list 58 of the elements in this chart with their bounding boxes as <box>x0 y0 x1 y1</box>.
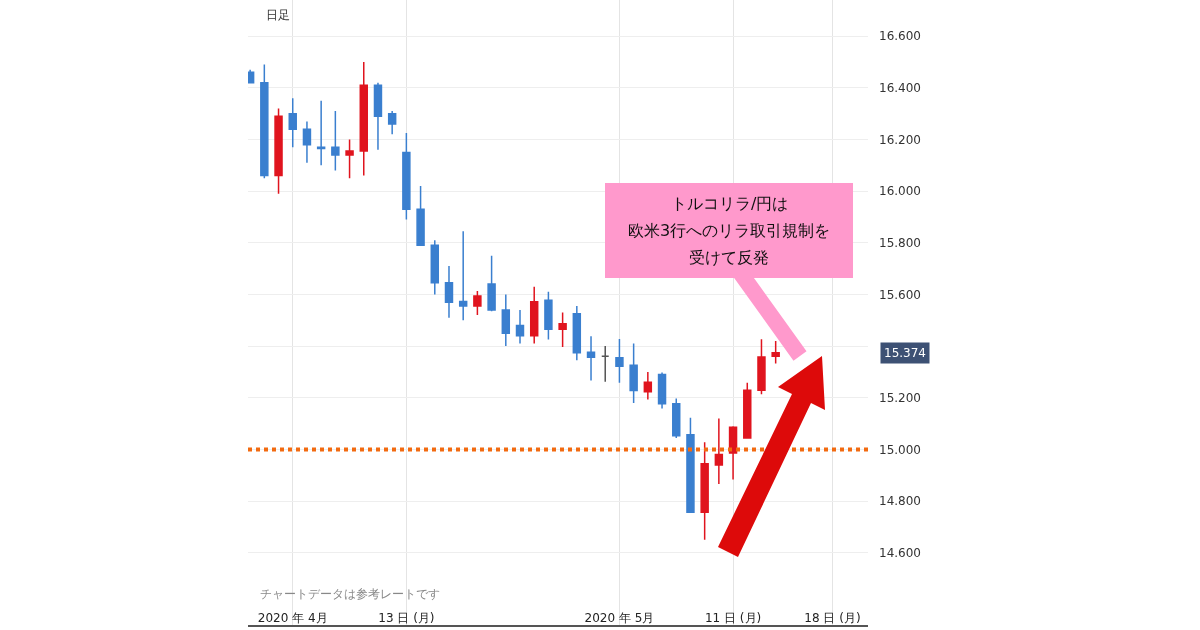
candlestick <box>672 397 681 439</box>
y-tick-label: 16.400 <box>879 81 921 96</box>
candlestick <box>714 417 724 485</box>
candlestick <box>757 338 766 396</box>
x-tick-label: 11 日 (月) <box>704 611 762 625</box>
candlestick <box>515 309 525 345</box>
candlestick <box>615 338 624 384</box>
x-tick-label: 13 日 (月) <box>378 611 435 625</box>
candlestick <box>373 81 383 151</box>
candlestick <box>743 382 752 439</box>
y-tick-label: 15.600 <box>879 287 921 302</box>
candlestick <box>473 290 482 316</box>
y-tick-label: 15.800 <box>879 235 921 250</box>
candlestick <box>529 285 539 345</box>
candlestick <box>572 305 582 362</box>
y-tick-label: 16.200 <box>879 132 921 147</box>
annotation: トルコリラ/円は <box>671 194 789 213</box>
candlestick <box>686 417 695 514</box>
annotation: チャートデータは参考レートです <box>260 587 440 601</box>
annotation: 欧米3行へのリラ取引規制を <box>628 221 831 240</box>
candlestick <box>416 185 425 247</box>
annotation: 受けて反発 <box>689 248 769 267</box>
y-tick-label: 14.600 <box>879 545 921 560</box>
candlestick <box>331 110 340 172</box>
candlestick <box>544 291 553 341</box>
candlestick <box>316 99 326 167</box>
candlestick <box>586 335 596 382</box>
x-tick-label: 18 日 (月) <box>804 611 861 625</box>
x-tick-label: 2020 年 5月 <box>584 611 655 625</box>
y-tick-label: 15.000 <box>879 442 921 457</box>
y-tick-label: 16.000 <box>879 184 921 199</box>
candlestick <box>629 342 638 404</box>
candlestick <box>260 63 269 179</box>
candlestick <box>771 340 780 365</box>
candlestick <box>558 311 567 348</box>
candlestick <box>657 371 667 410</box>
candlestick <box>430 239 440 296</box>
candlestick <box>700 441 709 541</box>
candlestick <box>288 97 297 148</box>
y-tick-label: 15.200 <box>879 390 921 405</box>
y-tick-label: 14.800 <box>879 494 921 509</box>
candlestick <box>458 230 468 321</box>
candlestick <box>345 138 354 179</box>
candlestick <box>643 371 653 401</box>
candlestick <box>274 107 283 195</box>
candlestick <box>501 293 511 347</box>
candlestick <box>402 132 411 221</box>
y-tick-label: 16.600 <box>879 29 921 44</box>
candlestick <box>302 120 312 164</box>
candlestick <box>487 254 496 312</box>
candlestick <box>601 345 610 383</box>
candlestick <box>387 110 397 136</box>
text: 15.374 <box>884 346 926 360</box>
annotation: 日足 <box>266 8 290 22</box>
candlestick <box>728 425 738 481</box>
candlestick <box>359 61 368 177</box>
x-tick-label: 2020 年 4月 <box>257 611 328 625</box>
candlestick <box>444 265 454 319</box>
